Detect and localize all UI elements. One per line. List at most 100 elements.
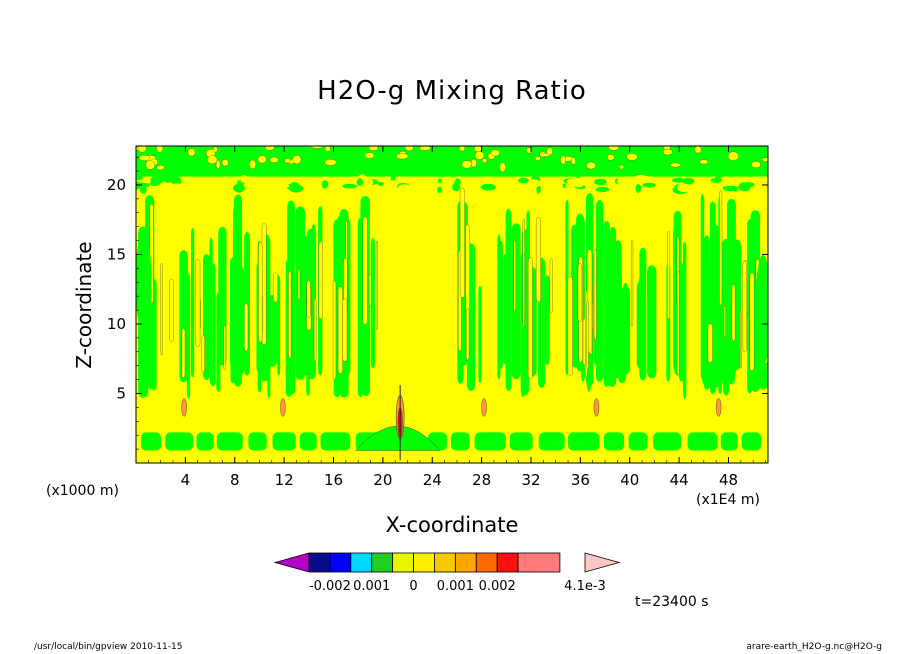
moist-plume	[179, 250, 188, 383]
moist-speckle	[419, 184, 432, 193]
dry-speckle	[470, 158, 477, 168]
dry-gap	[244, 303, 249, 352]
moist-speckle	[466, 177, 480, 187]
colorbar: -0.002 0.001 0 0.001 0.002 4.1e-3	[273, 552, 621, 594]
moist-speckle	[161, 173, 176, 183]
peak-ellipse	[715, 398, 722, 417]
dry-gap	[223, 325, 227, 371]
dry-speckle	[364, 152, 375, 159]
dry-speckle	[669, 162, 681, 168]
dry-speckle	[138, 154, 150, 161]
colorbar-swatch	[308, 552, 331, 573]
moist-speckle	[526, 179, 541, 188]
moist-low-cell	[474, 432, 506, 451]
moist-speckle	[642, 182, 656, 188]
moist-speckle	[676, 183, 691, 193]
dry-gap	[313, 298, 317, 363]
moist-speckle	[722, 185, 739, 192]
moist-plume	[229, 257, 236, 368]
moist-speckle	[617, 177, 626, 187]
dry-speckle	[396, 153, 409, 160]
y-tick-label: 20	[107, 176, 126, 194]
dry-gap	[567, 276, 573, 376]
dry-speckle	[751, 161, 761, 168]
dry-speckle	[560, 155, 566, 165]
moist-plume	[636, 281, 644, 369]
moist-plume	[277, 275, 281, 376]
dry-speckle	[482, 158, 488, 163]
moist-plume	[673, 226, 677, 370]
moist-low-cell	[272, 432, 296, 451]
moist-low-cell	[299, 432, 317, 451]
x-axis-label: X-coordinate	[385, 513, 519, 537]
x-tick-label: 20	[373, 471, 392, 489]
moist-low-cell	[450, 432, 470, 451]
moist-low-cell	[216, 432, 243, 451]
moist-edge-right	[755, 255, 768, 366]
peak-ellipse	[280, 398, 286, 417]
x-tick-label: 32	[521, 471, 540, 489]
dry-gap	[577, 263, 583, 322]
x-tick-label: 12	[275, 471, 294, 489]
colorbar-swatch	[329, 552, 352, 573]
moist-speckle	[140, 185, 147, 194]
dry-speckle	[156, 146, 164, 153]
dry-speckle	[207, 155, 218, 165]
moist-low-cell	[628, 432, 648, 451]
moist-low-cell	[568, 432, 600, 451]
moist-speckle	[672, 177, 685, 183]
y-tick-label: 10	[107, 315, 126, 333]
x-tick-label: 4	[181, 471, 191, 489]
dry-speckle	[727, 151, 739, 161]
moist-speckle	[136, 182, 150, 188]
moist-low-cell	[196, 432, 214, 451]
moist-plume	[620, 286, 631, 375]
dry-gap	[466, 308, 470, 361]
peak-ellipse	[481, 398, 487, 417]
dry-gap	[536, 216, 541, 303]
dry-speckle	[292, 155, 302, 164]
dry-speckle	[619, 164, 625, 170]
colorbar-tick-label: -0.002	[309, 579, 351, 594]
dry-gap	[522, 219, 525, 327]
moist-low-cell	[248, 432, 267, 451]
moist-speckle	[437, 178, 443, 183]
dry-speckle	[264, 146, 275, 151]
moist-plume	[498, 240, 504, 369]
moist-plume	[511, 223, 521, 380]
moist-low-cell	[538, 432, 565, 451]
dry-speckle	[145, 160, 156, 170]
colorbar-swatch	[434, 552, 456, 573]
dry-gap	[258, 241, 263, 343]
colorbar-under-triangle	[273, 552, 310, 573]
moist-speckle	[412, 176, 425, 184]
x-unit-label-left: (x1000 m)	[46, 483, 119, 499]
moist-plume	[186, 273, 191, 399]
x-tick-label: 40	[620, 471, 639, 489]
dry-speckle	[586, 161, 596, 170]
dry-gap	[201, 335, 205, 373]
moist-low-cell	[653, 432, 682, 451]
dry-gap	[667, 230, 670, 320]
moist-low-cell	[320, 432, 351, 451]
dry-gap	[160, 262, 163, 356]
dry-speckle	[571, 157, 576, 165]
colorbar-tick-label: 4.1e-3	[564, 579, 606, 594]
dry-gap	[740, 308, 742, 369]
moist-speckle	[480, 183, 496, 191]
dry-gap	[368, 273, 372, 307]
moist-low-cell	[140, 432, 162, 451]
dry-gap	[749, 272, 755, 372]
colorbar-swatch	[475, 552, 498, 573]
colorbar-tick-label: 0.001	[353, 579, 390, 594]
dry-speckle	[761, 157, 768, 162]
dry-speckle	[284, 158, 291, 164]
footer-source: arare-earth_H2O-g.nc@H2O-g	[746, 642, 882, 652]
moist-speckle	[260, 182, 268, 190]
moist-speckle	[549, 180, 563, 191]
dry-speckle	[269, 156, 279, 163]
moist-speckle	[233, 183, 245, 193]
dry-gap	[528, 257, 533, 380]
moist-plume	[191, 227, 195, 378]
x-unit-label-right: (x1E4 m)	[696, 492, 760, 508]
